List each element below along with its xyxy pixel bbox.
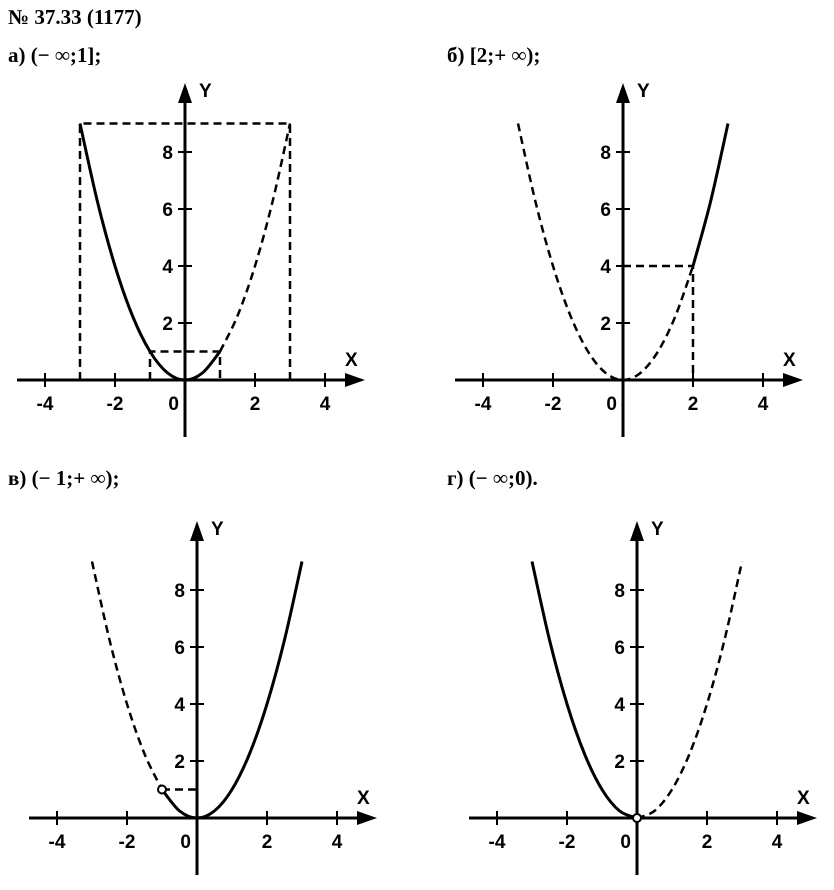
curve (78, 123, 222, 382)
y-axis-arrow (178, 83, 192, 103)
guide-line (623, 264, 695, 380)
x-tick-label: 4 (758, 394, 769, 415)
y-tick-label: 4 (600, 257, 611, 278)
y-axis-label: Y (199, 81, 212, 102)
guide-line (148, 350, 222, 380)
curve (160, 561, 304, 820)
x-tick-label: -4 (489, 832, 506, 853)
y-tick-label: 8 (600, 143, 611, 164)
y-tick-label: 2 (614, 752, 625, 773)
chart-title: в) (− 1;+ ∞); (8, 466, 119, 490)
x-tick-label: -4 (49, 832, 66, 853)
x-axis-arrow (345, 373, 365, 387)
y-tick-label: 8 (174, 581, 185, 602)
y-tick-label: 2 (600, 314, 611, 335)
y-tick-label: 6 (162, 200, 173, 221)
y-axis-arrow (190, 521, 204, 541)
x-tick-label: -4 (37, 394, 54, 415)
x-tick-label: 4 (772, 832, 783, 853)
y-axis-arrow (630, 521, 644, 541)
y-axis-arrow (616, 83, 630, 103)
x-tick-label: -4 (475, 394, 492, 415)
x-tick-label: 4 (320, 394, 331, 415)
open-point (157, 784, 167, 795)
curve (530, 561, 638, 820)
chart-title: г) (− ∞;0). (447, 466, 538, 490)
x-tick-label: 2 (250, 394, 261, 415)
curve (90, 561, 164, 791)
x-axis-arrow (783, 373, 803, 387)
y-tick-label: 2 (174, 752, 185, 773)
heading: № 37.33 (1177) (8, 5, 142, 29)
y-tick-label: 4 (614, 695, 625, 716)
y-tick-label: 6 (614, 638, 625, 659)
y-tick-label: 4 (174, 695, 185, 716)
x-axis-arrow (357, 811, 377, 825)
x-axis-label: X (357, 788, 370, 809)
chart: г) (− ∞;0). X Y -4 -2 0 2 4 2 4 6 8 (447, 466, 817, 875)
x-tick-label: -2 (545, 394, 562, 415)
x-tick-label: 0 (168, 394, 179, 415)
open-point (632, 813, 642, 823)
x-tick-label: 0 (620, 832, 631, 853)
y-axis-label: Y (637, 81, 650, 102)
y-tick-label: 8 (614, 581, 625, 602)
y-tick-label: 6 (174, 638, 185, 659)
y-axis-label: Y (651, 519, 664, 540)
x-axis-label: X (345, 350, 358, 371)
x-tick-label: -2 (107, 394, 124, 415)
x-axis-arrow (797, 811, 817, 825)
x-axis-label: X (797, 788, 810, 809)
y-tick-label: 2 (162, 314, 173, 335)
curve (691, 123, 730, 267)
x-axis-label: X (783, 350, 796, 371)
chart: в) (− 1;+ ∞); X Y -4 -2 0 2 4 2 4 6 8 (8, 466, 377, 875)
y-tick-label: 8 (162, 143, 173, 164)
curve (636, 561, 744, 820)
x-tick-label: 2 (688, 394, 699, 415)
chart: б) [2;+ ∞); X Y -4 -2 0 2 4 2 4 6 8 (447, 43, 803, 437)
x-tick-label: 0 (180, 832, 191, 853)
y-tick-label: 4 (162, 257, 173, 278)
x-tick-label: 4 (332, 832, 343, 853)
y-tick-label: 6 (600, 200, 611, 221)
x-tick-label: -2 (559, 832, 576, 853)
x-tick-label: -2 (119, 832, 136, 853)
x-tick-label: 2 (262, 832, 273, 853)
chart-title: а) (− ∞;1]; (8, 43, 101, 67)
x-tick-label: 2 (702, 832, 713, 853)
chart: а) (− ∞;1]; X Y -4 -2 0 2 4 2 4 6 8 (8, 43, 365, 437)
y-axis-label: Y (211, 519, 224, 540)
curve (218, 123, 292, 353)
x-tick-label: 0 (606, 394, 617, 415)
curve (516, 123, 695, 382)
chart-title: б) [2;+ ∞); (447, 43, 540, 67)
